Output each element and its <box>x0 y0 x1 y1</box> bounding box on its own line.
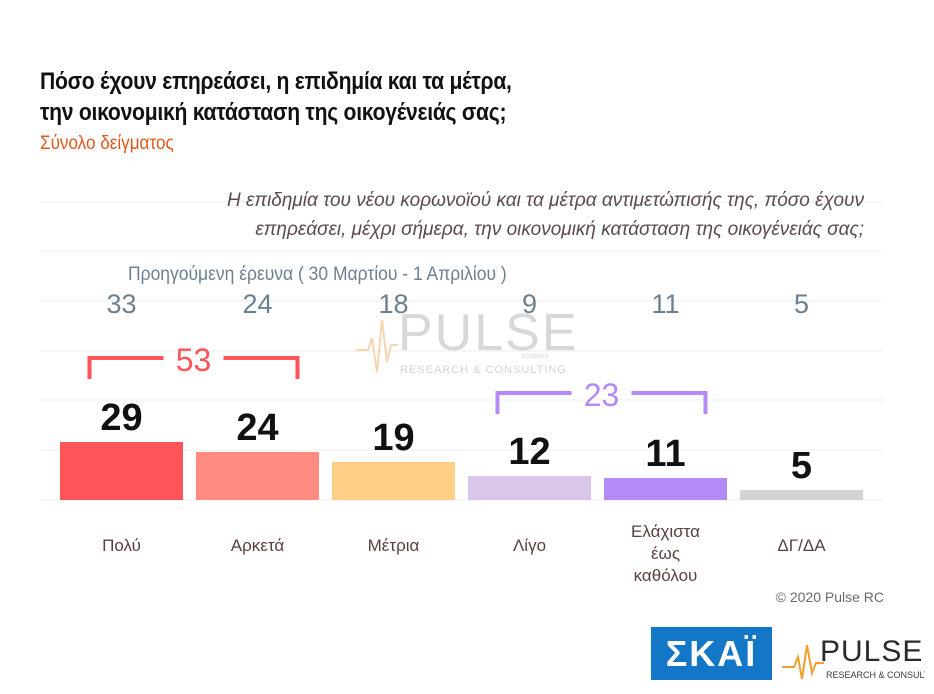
previous-value-label: 33 <box>106 289 136 319</box>
survey-question: Η επιδημία του νέου κορωνοϊού και τα μέτ… <box>104 186 864 244</box>
previous-value-label: 24 <box>242 289 272 319</box>
chart-title-line-2: την οικονομική κατάσταση της οικογένειάς… <box>40 99 507 126</box>
survey-question-line-1: Η επιδημία του νέου κορωνοϊού και τα μέτ… <box>226 190 864 211</box>
watermark-tagline: RESEARCH & CONSULTING <box>400 364 567 376</box>
category-label: Μέτρια <box>368 536 420 555</box>
skai-logo: ΣΚΑΪ <box>651 627 772 680</box>
group-bracket <box>495 391 708 414</box>
bar-value-label: 24 <box>236 407 278 449</box>
pulse-logo-text: PULSE <box>820 635 923 668</box>
group-sum-label: 53 <box>176 342 212 378</box>
previous-survey-label: Προηγούμενη έρευνα ( 30 Μαρτίου - 1 Απρι… <box>128 264 507 285</box>
category-label: Αρκετά <box>231 536 285 555</box>
chart-subtitle: Σύνολο δείγματος <box>40 133 174 154</box>
bar-value-label: 12 <box>508 431 550 473</box>
category-label: Ελάχιστα <box>631 522 700 541</box>
watermark-small: KOSMOS <box>522 354 548 360</box>
category-label: έως <box>651 544 680 563</box>
bar <box>604 478 727 500</box>
category-label: καθόλου <box>634 566 698 585</box>
pulse-logo-tagline: RESEARCH & CONSULTING <box>826 670 925 680</box>
bar-value-label: 19 <box>372 417 414 459</box>
bar <box>196 452 319 500</box>
pulse-logo: PULSE RESEARCH & CONSULTING <box>782 635 925 680</box>
pulse-wave-icon <box>782 644 824 680</box>
chart-title: Πόσο έχουν επηρεάσει, η επιδημία και τα … <box>40 66 512 128</box>
previous-value-label: 11 <box>651 289 679 319</box>
category-label: Πολύ <box>102 536 141 555</box>
watermark-brand: PULSE <box>398 304 579 362</box>
bar-value-label: 29 <box>100 397 142 439</box>
bar-value-label: 11 <box>645 433 685 475</box>
category-label: Λίγο <box>513 536 546 555</box>
group-sum-label: 23 <box>584 377 620 413</box>
bar <box>740 490 863 500</box>
bar <box>332 462 455 500</box>
chart-title-line-1: Πόσο έχουν επηρεάσει, η επιδημία και τα … <box>40 68 512 95</box>
bar <box>60 442 183 500</box>
bar <box>468 476 591 500</box>
copyright-text: © 2020 Pulse RC <box>775 589 884 605</box>
category-label: ΔΓ/ΔΑ <box>777 536 826 555</box>
previous-value-label: 18 <box>378 289 408 319</box>
previous-value-label: 9 <box>522 289 537 319</box>
group-bracket <box>87 356 300 379</box>
bar-value-label: 5 <box>791 445 812 487</box>
survey-question-line-2: επηρεάσει, μέχρι σήμερα, την οικονομική … <box>255 219 864 240</box>
watermark-wave-icon <box>356 319 398 373</box>
previous-value-label: 5 <box>794 289 809 319</box>
